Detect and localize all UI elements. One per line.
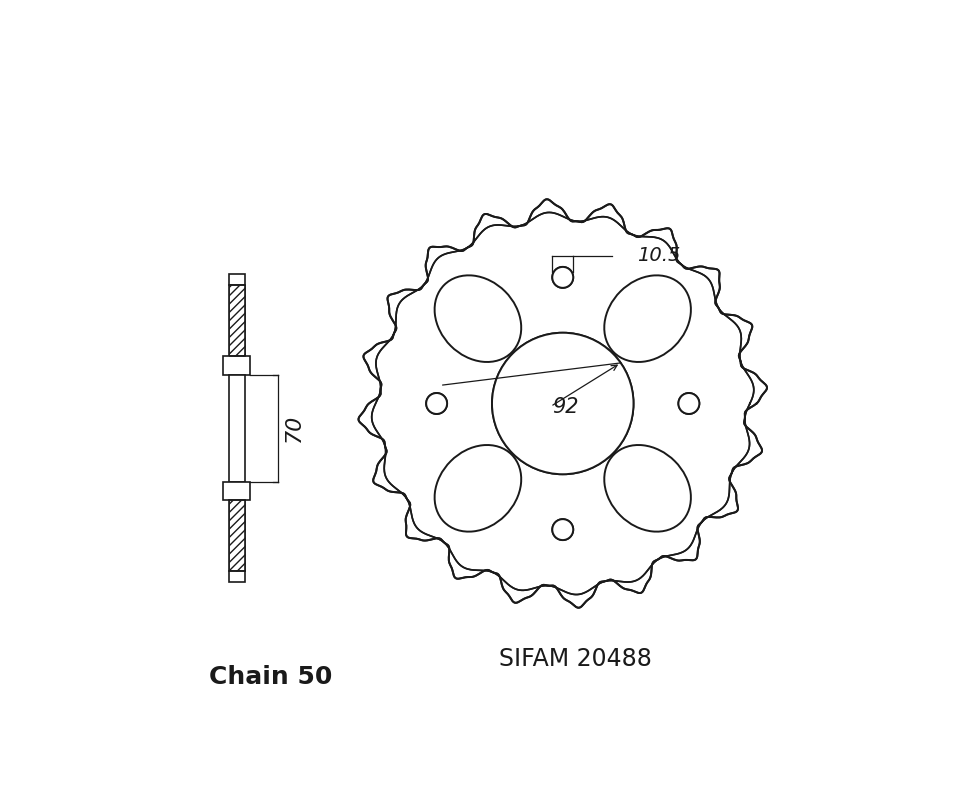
Bar — [228, 500, 245, 570]
Text: SIFAM 20488: SIFAM 20488 — [498, 647, 652, 671]
Circle shape — [426, 393, 447, 414]
Text: 10.5: 10.5 — [636, 246, 680, 265]
Bar — [223, 356, 251, 375]
Bar — [228, 285, 245, 356]
Ellipse shape — [604, 445, 691, 531]
Circle shape — [552, 519, 573, 540]
Ellipse shape — [435, 276, 521, 362]
Text: 70: 70 — [284, 414, 304, 442]
Bar — [223, 482, 251, 500]
Circle shape — [552, 267, 573, 288]
Circle shape — [492, 332, 634, 475]
Circle shape — [492, 332, 634, 475]
Bar — [228, 274, 245, 285]
Circle shape — [552, 267, 573, 288]
Circle shape — [552, 519, 573, 540]
Bar — [228, 375, 245, 482]
Circle shape — [426, 393, 447, 414]
Bar — [228, 285, 245, 356]
Bar — [228, 500, 245, 570]
Bar — [228, 570, 245, 582]
Circle shape — [679, 393, 699, 414]
Ellipse shape — [604, 276, 691, 362]
Text: Chain 50: Chain 50 — [209, 666, 332, 690]
Ellipse shape — [435, 445, 521, 531]
Text: 92: 92 — [553, 396, 579, 416]
Circle shape — [679, 393, 699, 414]
